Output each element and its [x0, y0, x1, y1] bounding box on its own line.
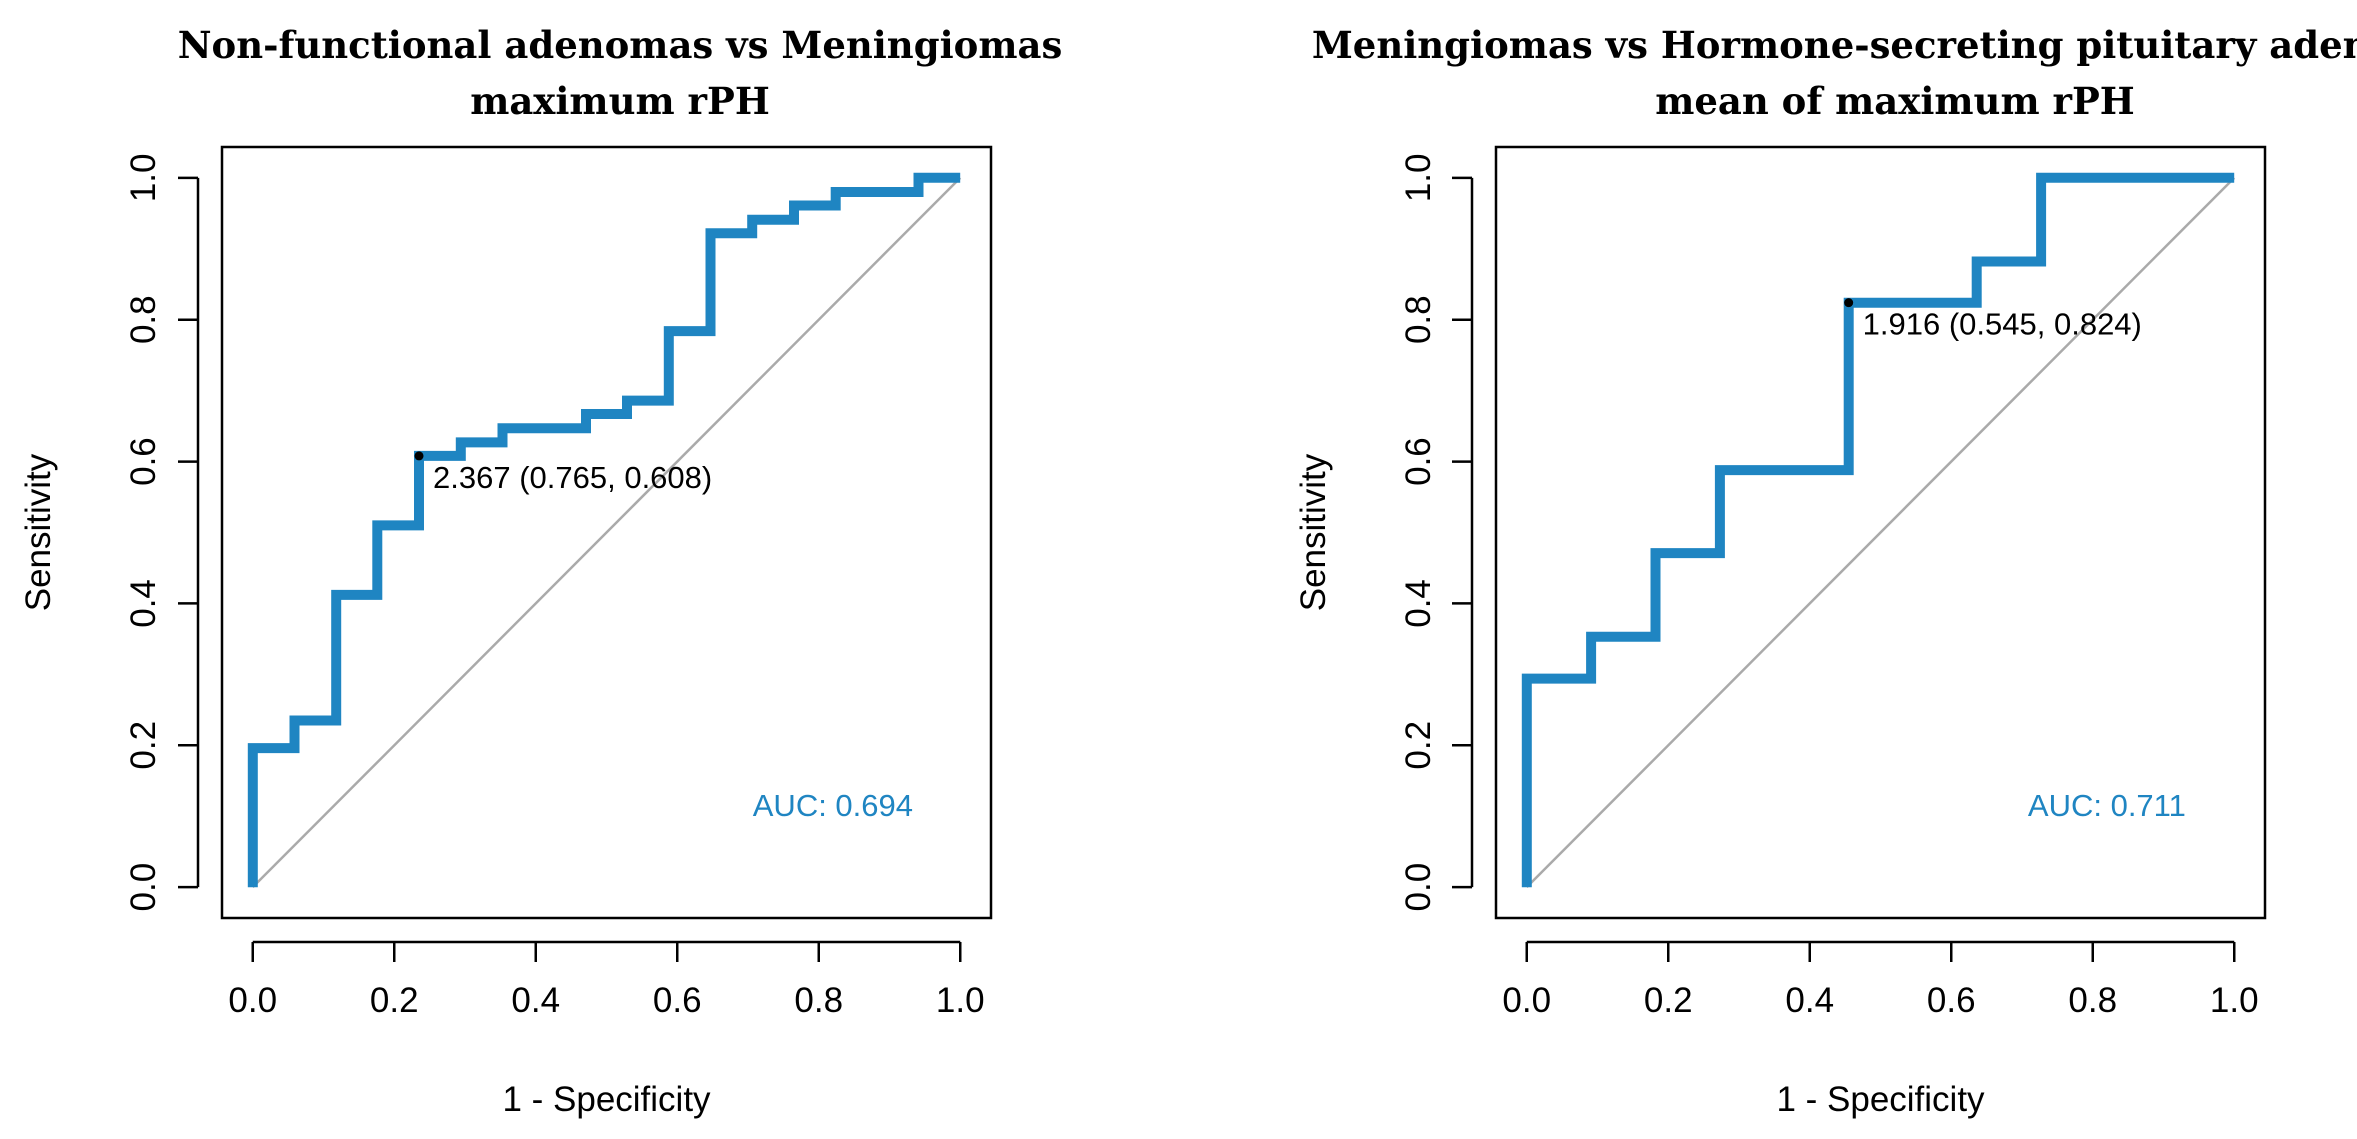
x-tick-label: 0.4	[511, 981, 560, 1020]
roc-panel-1: Non-functional adenomas vs Meningiomas ma…	[19, 23, 1062, 1119]
x-tick-label: 0.0	[228, 981, 277, 1020]
y-tick-label: 1.0	[124, 154, 163, 203]
auc-label: AUC: 0.694	[753, 788, 913, 823]
roc-curve-line	[1521, 172, 2235, 888]
y-tick-label: 0.6	[124, 437, 163, 486]
x-axis-label: 1 - Specificity	[1776, 1080, 1985, 1119]
plot-frame	[1494, 145, 2267, 920]
y-tick-label: 0.8	[124, 295, 163, 344]
x-tick-label: 0.8	[2068, 981, 2117, 1020]
x-tick-label: 1.0	[936, 981, 985, 1020]
y-tick-label: 0.8	[1399, 295, 1438, 344]
auc-label: AUC: 0.711	[2028, 788, 2186, 823]
chart-title-line-2: mean of maximum rPH	[1655, 79, 2135, 123]
y-tick-label: 0.0	[124, 863, 163, 912]
best-threshold-label: 1.916 (0.545, 0.824)	[1863, 307, 2142, 342]
chart-title-line-1: Non-functional adenomas vs Meningiomas	[178, 23, 1063, 67]
x-axis-label: 1 - Specificity	[502, 1080, 711, 1119]
y-axis-label: Sensitivity	[19, 453, 58, 611]
plot-frame	[220, 145, 993, 920]
x-tick-label: 0.2	[1644, 981, 1693, 1020]
y-tick-label: 0.2	[1399, 721, 1438, 770]
roc-curve-line	[247, 172, 961, 888]
y-tick-label: 1.0	[1399, 154, 1438, 203]
x-tick-label: 0.8	[794, 981, 843, 1020]
y-axis-label: Sensitivity	[1294, 453, 1333, 611]
chart-title-line-2: maximum rPH	[470, 79, 770, 123]
x-tick-label: 0.4	[1785, 981, 1834, 1020]
reference-diagonal-line	[1525, 176, 2236, 889]
x-tick-label: 0.2	[370, 981, 419, 1020]
x-tick-label: 0.0	[1502, 981, 1551, 1020]
x-tick-label: 1.0	[2210, 981, 2259, 1020]
best-threshold-point	[414, 451, 424, 461]
y-tick-label: 0.2	[124, 721, 163, 770]
best-threshold-point	[1844, 298, 1854, 308]
y-tick-label: 0.4	[124, 579, 163, 628]
roc-panel-2: Meningiomas vs Hormone-secreting pituita…	[1294, 23, 2357, 1119]
y-tick-label: 0.0	[1399, 863, 1438, 912]
best-threshold-label: 2.367 (0.765, 0.608)	[433, 460, 712, 495]
x-tick-label: 0.6	[1927, 981, 1976, 1020]
y-tick-label: 0.6	[1399, 437, 1438, 486]
reference-diagonal-line	[251, 176, 962, 889]
chart-title-line-1: Meningiomas vs Hormone-secreting pituita…	[1312, 23, 2357, 67]
y-tick-label: 0.4	[1399, 579, 1438, 628]
x-tick-label: 0.6	[653, 981, 702, 1020]
